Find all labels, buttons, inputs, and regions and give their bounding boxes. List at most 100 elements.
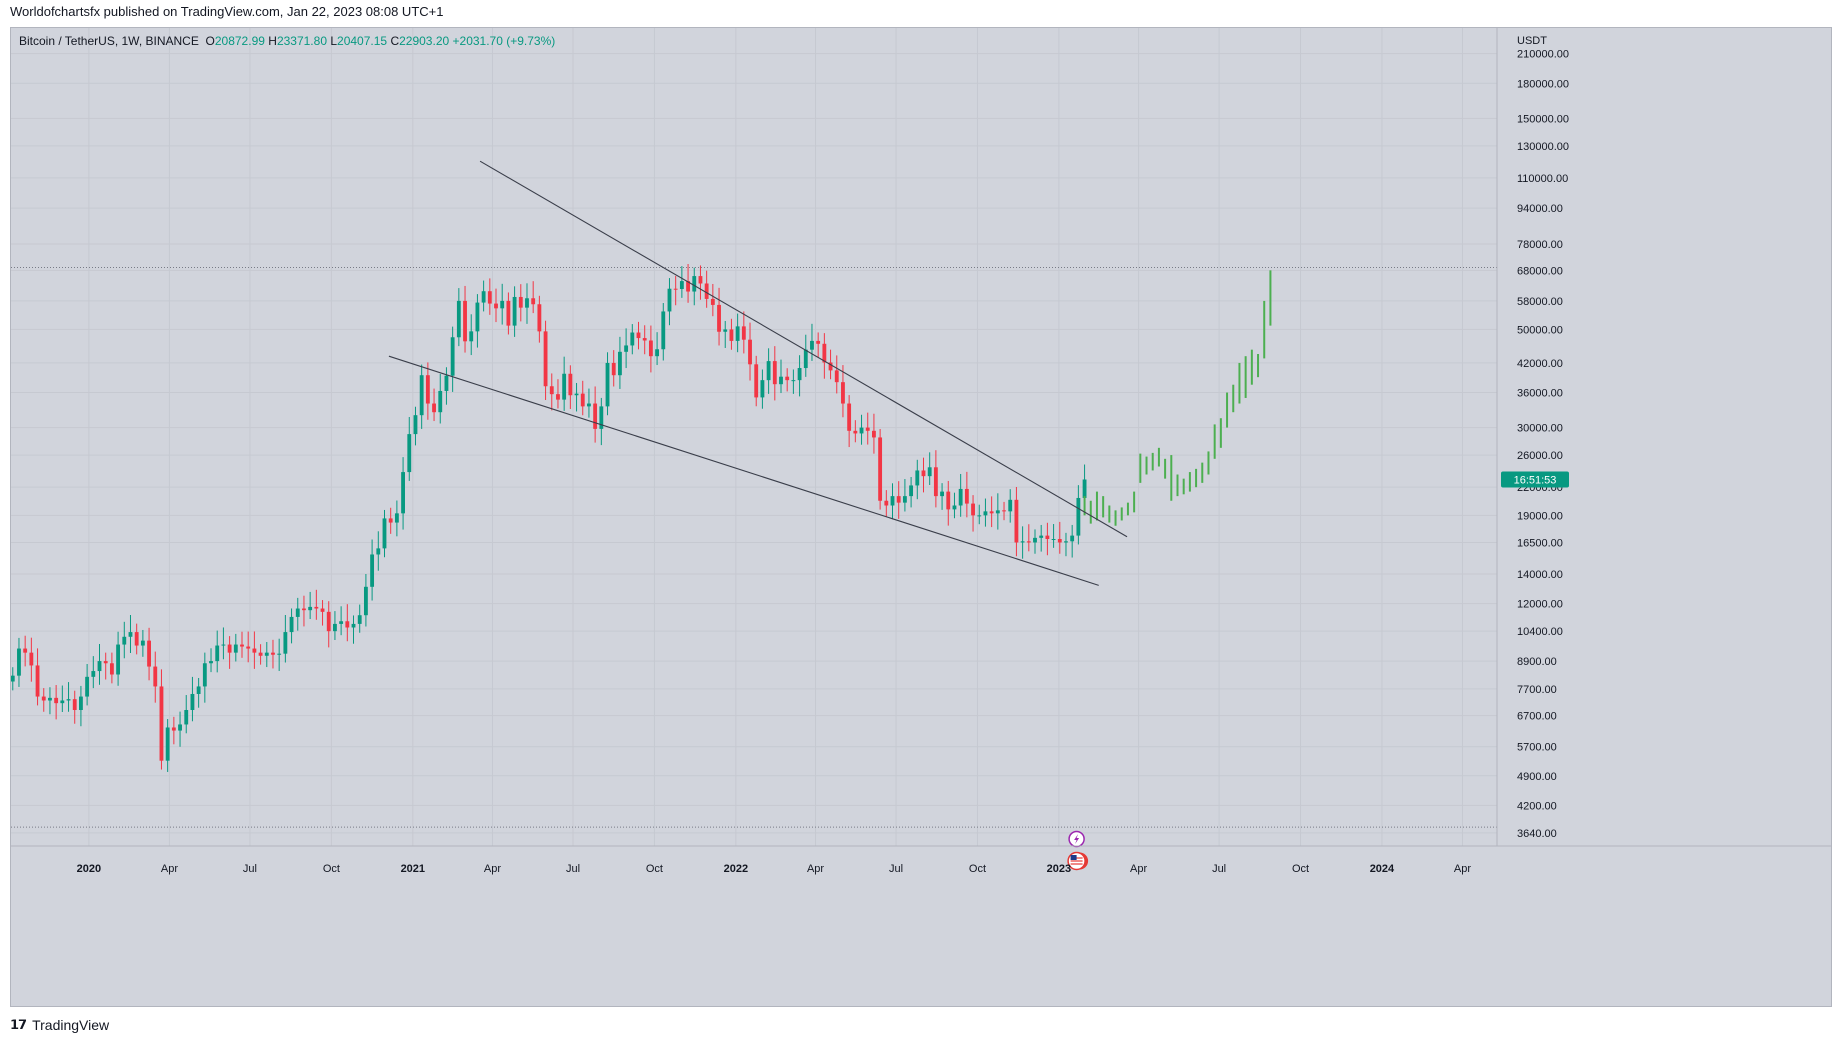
trendline[interactable] <box>479 160 1128 538</box>
candle <box>896 481 901 519</box>
candle-body <box>363 586 368 616</box>
candle <box>184 695 189 734</box>
candle-body <box>642 338 647 341</box>
candle-body <box>983 511 988 516</box>
candle <box>41 688 46 712</box>
candle <box>599 397 604 446</box>
candle-body <box>456 300 461 338</box>
candle-body <box>723 329 728 332</box>
candle <box>109 652 114 684</box>
candle <box>995 493 1000 530</box>
flag-canton <box>1070 855 1077 860</box>
candle <box>865 412 870 445</box>
candle-body <box>648 340 653 357</box>
price-tick-label: 210000.00 <box>1517 49 1569 61</box>
candle <box>587 388 591 418</box>
change-value: +2031.70 (+9.73%) <box>452 34 556 48</box>
candle <box>314 589 319 620</box>
candle <box>1033 529 1037 554</box>
candle-body <box>227 644 232 653</box>
candle <box>500 283 505 325</box>
candle <box>673 275 678 306</box>
candle <box>971 495 975 532</box>
candle <box>202 652 207 703</box>
price-tick-label: 58000.00 <box>1517 296 1563 308</box>
price-tick-label: 3640.00 <box>1517 828 1557 840</box>
chart-pane[interactable]: 210000.00 180000.00 150000.00 130000.00 1100… <box>10 27 1832 1007</box>
candle <box>1064 532 1068 557</box>
candle <box>983 498 988 527</box>
candle <box>834 355 839 394</box>
candle <box>810 323 814 361</box>
trendlines[interactable] <box>388 160 1128 586</box>
candle-body <box>760 380 765 398</box>
candle <box>748 322 752 381</box>
candle <box>23 635 28 667</box>
candle-body <box>587 403 591 407</box>
candle-body <box>283 632 288 654</box>
candle-body <box>686 281 690 292</box>
candle-body <box>314 606 319 609</box>
time-tick-label: 2021 <box>401 863 425 875</box>
candle-body <box>326 611 331 632</box>
candle-body <box>103 661 108 664</box>
candle <box>363 573 368 627</box>
lightning-icon[interactable] <box>1068 830 1085 848</box>
candle-body <box>394 513 399 523</box>
event-markers[interactable] <box>1067 830 1089 871</box>
time-tick-label: Apr <box>484 863 501 875</box>
candle <box>692 267 697 306</box>
candle <box>667 278 672 326</box>
candle-body <box>568 373 573 396</box>
us-flag-icon[interactable] <box>1067 851 1089 871</box>
candle-body <box>611 362 616 376</box>
candle-body <box>915 470 920 486</box>
last-price-tag-text: 16:51:53 <box>1514 474 1557 486</box>
candle-body <box>853 430 858 434</box>
price-tick-label: 4200.00 <box>1517 800 1557 812</box>
candle-body <box>562 373 567 400</box>
candle-body <box>147 640 151 667</box>
candle-body <box>927 467 932 477</box>
candle <box>326 601 331 648</box>
trendline[interactable] <box>388 355 1099 586</box>
candle <box>593 386 598 443</box>
candle-body <box>140 640 145 646</box>
candle-body <box>896 496 901 503</box>
candle <box>376 531 381 571</box>
price-axis[interactable]: 210000.00 180000.00 150000.00 130000.00 1100… <box>1496 28 1569 846</box>
candle <box>271 639 275 669</box>
candle <box>946 480 951 526</box>
candle <box>989 496 994 528</box>
candle <box>741 311 746 354</box>
candle <box>525 283 529 324</box>
candle <box>103 652 108 680</box>
candle-body <box>989 511 994 514</box>
candle-body <box>977 515 982 517</box>
candle-body <box>376 548 381 555</box>
time-tick-label: 2024 <box>1370 863 1395 875</box>
candle <box>116 631 121 686</box>
candle-body <box>754 364 759 398</box>
candle-body <box>277 653 282 655</box>
price-chart[interactable]: 210000.00 180000.00 150000.00 130000.00 1100… <box>11 28 1831 1006</box>
candle <box>394 500 399 537</box>
candle-body <box>704 283 709 299</box>
candle-body <box>599 406 604 429</box>
candle <box>605 352 610 416</box>
candle <box>531 281 536 314</box>
candle-body <box>766 361 771 381</box>
candle <box>574 382 579 412</box>
candle-body <box>215 645 220 662</box>
price-tick-label: 5700.00 <box>1517 742 1557 754</box>
candle <box>425 362 430 420</box>
candle <box>487 278 492 315</box>
candle-body <box>847 403 852 431</box>
candle-body <box>11 675 15 682</box>
candle <box>655 332 660 366</box>
time-axis[interactable]: 2020 Apr Jul Oct 2021 Apr Jul Oct 2022 Apr Jul Oct 2… <box>11 845 1831 875</box>
candle <box>506 292 511 335</box>
candle <box>463 285 467 353</box>
candle-body <box>1057 539 1062 543</box>
symbol-legend: Bitcoin / TetherUS, 1W, BINANCE O20872.9… <box>19 34 555 48</box>
